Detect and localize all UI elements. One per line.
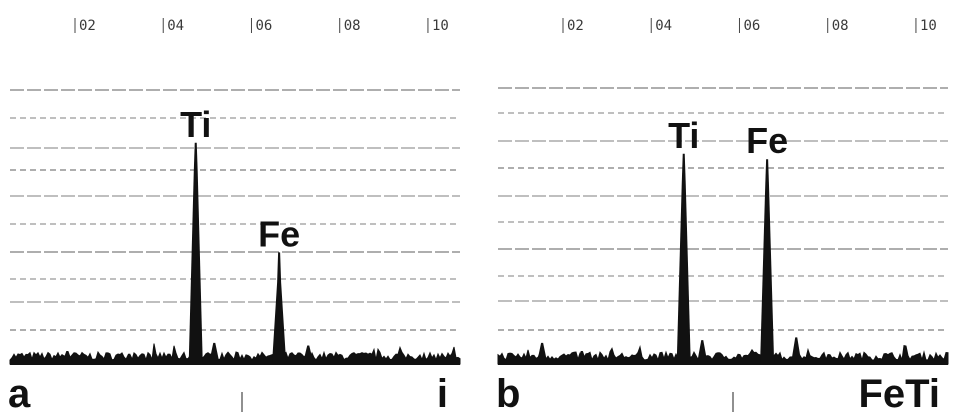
panel-letter: b [496,372,520,412]
panel-letter: a [8,372,31,412]
x-tick-label: 08 [832,18,849,34]
x-tick-label: 10 [432,18,449,34]
corner-label: FeTi [858,372,940,412]
x-tick-label: 06 [743,18,760,34]
peak-label-fe: Fe [258,213,300,254]
peak-fe [272,252,287,362]
spectrum-panel-b: 02 04 06 08 10 Ti Fe b FeTi [496,18,949,412]
x-tick-label: 04 [655,18,672,34]
x-tick-label: 06 [255,18,272,34]
peak-ti [188,142,203,362]
spectrum-baseline [497,344,949,365]
minor-peak [303,345,314,362]
minor-peak [537,342,548,362]
x-tick-label: 02 [79,18,96,34]
minor-peak [209,342,220,362]
peak-label-ti: Ti [180,104,211,145]
minor-peak [697,340,708,362]
x-tick-label: 10 [920,18,937,34]
peak-label-fe: Fe [746,120,788,161]
minor-peak [576,351,587,362]
x-tick-label: 08 [344,18,361,34]
spectrum-baseline [9,343,461,365]
corner-label: i [437,372,448,412]
x-tick-label: 04 [167,18,184,34]
minor-peak [62,351,73,362]
spectrum-panel-a: 02 04 06 08 10 Ti Fe a i [8,18,461,412]
peak-label-ti: Ti [668,115,699,156]
peak-ti [676,153,691,362]
minor-peak [124,353,135,362]
minor-peak [791,337,802,362]
x-tick-label: 02 [567,18,584,34]
peak-fe [760,159,775,362]
